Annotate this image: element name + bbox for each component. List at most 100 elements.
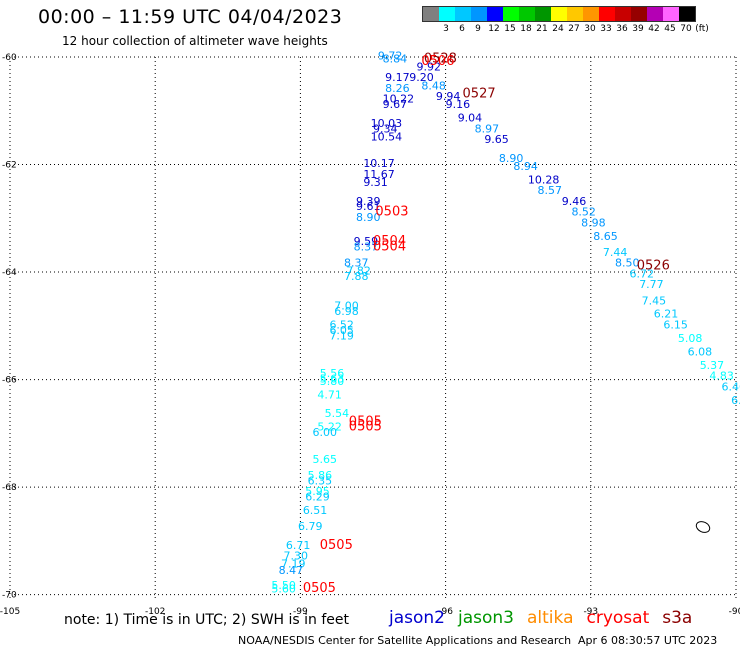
wave-height-value: 7.44 [603,246,628,259]
wave-height-value: 6.98 [334,305,359,318]
legend-label: 45 [664,24,676,34]
pass-time-label: 0504 [373,240,406,255]
wave-height-value: 8.50 [615,257,640,270]
pass-time-label: 0506 [421,54,454,69]
wave-height-value: 5.86 [308,469,333,482]
lat-tick-label: -66 [2,376,17,386]
wave-height-value: 6.72 [630,267,655,280]
wave-height-value: 7.30 [283,550,308,563]
wave-height-value: 7.00 [334,300,359,313]
pass-time-label: 0528 [424,51,457,66]
legend-label: 15 [504,24,516,34]
lon-tick-label: -102 [145,607,165,617]
wave-height-value: 9.31 [363,176,388,189]
legend-label: 30 [584,24,596,34]
axis-ticks: -105 -102 -99 -96 -93 -90 -60 -62 -64 -66 -68 -70 [0,53,740,617]
legend-swatch [615,7,631,21]
legend-swatch [551,7,567,21]
legend-swatch [631,7,647,21]
legend-label: 24 [552,24,564,34]
wave-height-value: 7.77 [639,278,664,291]
wave-height-value: 9.17 [385,71,410,84]
legend-label: 9 [475,24,481,34]
wave-height-value: 5.65 [313,453,338,466]
satellite-name: cryosat [586,608,650,628]
wave-height-value: 10.03 [371,117,403,130]
wave-height-value: 9.67 [383,98,408,111]
wave-height-value: 11.67 [363,168,395,181]
wave-height-value: 9.61 [356,200,381,213]
legend-swatch [519,7,535,21]
map-subtitle: 12 hour collection of altimeter wave hei… [62,34,328,48]
wave-height-value: 6.79 [298,520,323,533]
pass-time-label: 0526 [637,258,670,273]
legend-label: 42 [648,24,660,34]
wave-height-value: 8.98 [581,216,606,229]
generated-timestamp: Apr 6 08:30:57 UTC 2023 [578,634,718,647]
pass-time-label: 0505 [303,581,336,596]
wave-height-value: 6.46 [721,380,740,393]
pass-time-label: 0503 [375,205,408,220]
wave-height-value: 8.57 [538,184,563,197]
wave-height-value: 10.22 [383,93,415,106]
wave-height-value: 8.52 [571,206,596,219]
wave-height-value: 8.97 [475,122,500,135]
wave-height-value: 8.26 [385,82,410,95]
legend-label: 12 [488,24,500,34]
wave-height-value: 7.82 [346,265,371,278]
pass-time-label: 0505 [320,538,353,553]
legend-swatch [455,7,471,21]
legend-swatch [439,7,455,21]
wave-height-value: 7.88 [344,270,369,283]
wave-height-value: 6.21 [654,308,679,321]
legend-swatch [503,7,519,21]
wave-height-value: 6.05 [329,324,354,337]
legend-label: 39 [632,24,644,34]
lat-tick-label: -60 [2,53,17,63]
wave-height-value: 6.29 [305,491,330,504]
wave-height-value: 9.16 [446,98,471,111]
wave-height-value: 5.08 [678,332,703,345]
lat-tick-label: -68 [2,483,17,493]
legend-swatch [471,7,487,21]
wave-height-value: 5.56 [320,367,345,380]
wave-height-value: 9.92 [417,60,442,73]
wave-height-points: 9.728.84 9.92 9.17 9.208.26 8.48 10.22 9.94 9.6… [271,50,740,596]
wave-height-value: 8.65 [593,230,618,243]
credit-line: NOAA/NESDIS Center for Satellite Applica… [238,634,572,647]
wave-height-value: 8.90 [499,152,523,165]
lon-tick-label: -96 [438,607,453,617]
wave-height-value: 6.99 [731,394,740,407]
legend-swatch [679,7,695,21]
satellite-legend: jason2 jason3 altika cryosat s3a [389,608,692,628]
wave-height-value: 5.63 [320,372,345,385]
wave-height-value: 6.71 [286,539,311,552]
wave-height-value: 9.39 [356,195,381,208]
pass-time-labels: 0528050605270503050405040526050505050505… [303,51,670,596]
wave-height-value: 10.54 [371,130,403,143]
legend-swatch [599,7,615,21]
wave-height-value: 5.37 [700,359,725,372]
wave-height-value: 4.83 [709,370,734,383]
wave-height-value: 8.37 [354,241,379,254]
lat-tick-label: -70 [2,591,17,601]
wave-height-value: 5.80 [320,375,345,388]
wave-height-value: 9.04 [458,112,483,125]
pass-time-label: 0505 [349,420,382,435]
wave-height-value: 8.47 [279,564,304,577]
satellite-name: jason2 [389,608,445,628]
wave-height-value: 7.45 [642,294,667,307]
satellite-name: jason3 [458,608,514,628]
wave-height-value: 5.60 [271,582,296,595]
wave-height-value: 9.34 [373,122,398,135]
wave-height-value: 5.22 [317,421,342,434]
wave-height-value: 9.46 [562,195,587,208]
footer-note: note: 1) Time is in UTC; 2) SWH is in fe… [64,612,350,628]
lon-tick-label: -105 [0,607,20,617]
legend-label: 27 [568,24,580,34]
pass-time-label: 0527 [463,86,496,101]
wave-height-value: 8.48 [421,79,446,92]
wave-height-value: 8.84 [383,52,408,65]
satellite-name: altika [527,608,574,628]
